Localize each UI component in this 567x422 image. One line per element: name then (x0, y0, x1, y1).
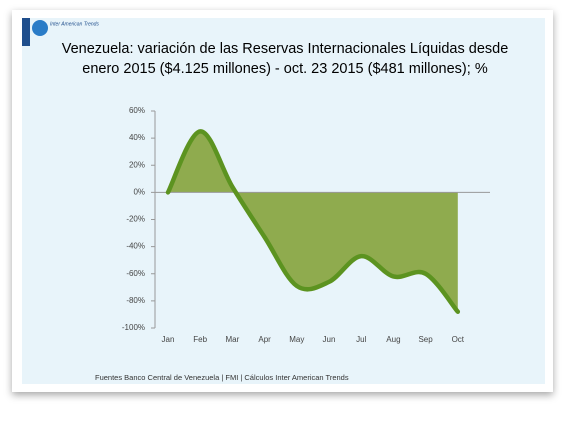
x-tick-label: Aug (386, 335, 400, 344)
x-tick-label: May (289, 335, 304, 344)
x-tick-label: Oct (452, 335, 465, 344)
y-tick-label: 20% (129, 160, 145, 169)
chart-title: enero 2015 ($4.125 millones) - oct. 23 2… (82, 61, 488, 77)
y-tick-label: -60% (126, 269, 145, 278)
chart-title: Venezuela: variación de las Reservas Int… (62, 41, 509, 57)
y-tick-label: -40% (126, 242, 145, 251)
x-tick-label: Jul (356, 335, 366, 344)
y-tick-label: 40% (129, 133, 145, 142)
area-fill (168, 131, 458, 312)
logo-bar (22, 18, 30, 46)
logo-globe (32, 20, 48, 36)
source-note: Fuentes Banco Central de Venezuela | FMI… (95, 373, 349, 382)
x-tick-label: Jan (162, 335, 175, 344)
y-tick-label: 60% (129, 106, 145, 115)
line (165, 129, 461, 314)
x-tick-label: Feb (193, 335, 207, 344)
y-tick-label: -80% (126, 296, 145, 305)
x-tick-label: Sep (418, 335, 433, 344)
x-tick-label: Apr (258, 335, 271, 344)
y-tick-label: -20% (126, 215, 145, 224)
x-tick-label: Jun (323, 335, 336, 344)
x-tick-label: Mar (226, 335, 240, 344)
y-tick-label: 0% (133, 187, 145, 196)
logo-text: Inter American Trends (50, 21, 99, 27)
y-tick-label: -100% (122, 323, 145, 332)
